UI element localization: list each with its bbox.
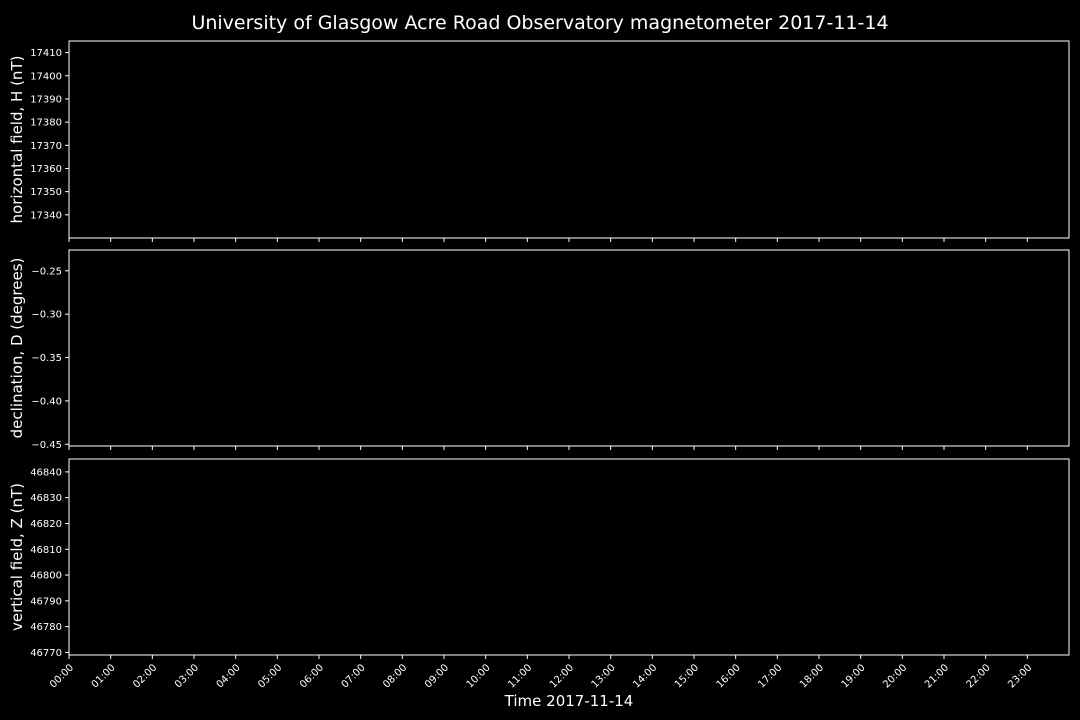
x-tick-label: 02:00	[131, 662, 159, 690]
y-tick-label: 17360	[30, 164, 62, 175]
x-tick-label: 16:00	[715, 662, 743, 690]
x-tick-label: 17:00	[756, 662, 784, 690]
x-tick-label: 15:00	[673, 662, 701, 690]
chart-title: University of Glasgow Acre Road Observat…	[191, 12, 888, 34]
x-tick-label: 03:00	[173, 662, 201, 690]
y-tick-label: 46790	[30, 596, 62, 607]
x-tick-label: 08:00	[381, 662, 409, 690]
y-tick-label: 46810	[30, 545, 62, 556]
panel-frame	[68, 40, 1070, 239]
y-tick-label: 17400	[30, 71, 62, 82]
x-tick-label: 11:00	[506, 662, 534, 690]
x-tick-label: 22:00	[965, 662, 993, 690]
panels-group: 17340 17350 17360 17370 17380 17390 17400 17410…	[8, 40, 1070, 659]
y-tick-label: −0.30	[31, 310, 62, 321]
y-tick-label: 17370	[30, 141, 62, 152]
x-axis-label: Time 2017-11-14	[504, 692, 634, 710]
panel-declination: −0.45 −0.40 −0.35 −0.30 −0.25 declination, D …	[8, 249, 1070, 451]
panel-frame	[68, 249, 1070, 447]
y-tick-label: 17390	[30, 94, 62, 105]
y-tick-label: 46830	[30, 493, 62, 504]
x-tick-label: 23:00	[1006, 662, 1034, 690]
x-tick-label: 19:00	[840, 662, 868, 690]
y-tick-label: 46800	[30, 571, 62, 582]
panel-horizontal: 17340 17350 17360 17370 17380 17390 17400 17410…	[8, 40, 1070, 242]
x-tick-label: 01:00	[90, 662, 118, 690]
y-tick-label: −0.35	[31, 353, 62, 364]
y-tick-label: −0.25	[31, 266, 62, 277]
y-tick-label: 17340	[30, 210, 62, 221]
y-tick-label: −0.45	[31, 440, 62, 451]
y-tick-label: 17350	[30, 187, 62, 198]
x-tick-label: 09:00	[423, 662, 451, 690]
x-tick-label: 00:00	[48, 662, 76, 690]
y-tick-label: −0.40	[31, 396, 62, 407]
x-tick-label: 13:00	[590, 662, 618, 690]
x-tick-label: 20:00	[881, 662, 909, 690]
y-tick-label: 17410	[30, 48, 62, 59]
x-tick-label: 06:00	[298, 662, 326, 690]
panel-vertical: 46770 46780 46790 46800 46810 46820 46830 46840…	[8, 458, 1070, 659]
x-tick-label: 12:00	[548, 662, 576, 690]
y-tick-label: 17380	[30, 118, 62, 129]
y-axis-label-vertical: vertical field, Z (nT)	[8, 483, 26, 631]
x-tick-label: 04:00	[215, 662, 243, 690]
y-tick-label: 46780	[30, 622, 62, 633]
y-axis-label-declination: declination, D (degrees)	[8, 258, 26, 439]
x-tick-label: 10:00	[465, 662, 493, 690]
y-tick-label: 46770	[30, 648, 62, 659]
x-tick-label: 14:00	[631, 662, 659, 690]
x-tick-label: 21:00	[923, 662, 951, 690]
x-tick-label: 07:00	[340, 662, 368, 690]
x-tick-label: 18:00	[798, 662, 826, 690]
x-tick-label: 05:00	[256, 662, 284, 690]
y-tick-label: 46840	[30, 467, 62, 478]
panel-frame	[68, 458, 1070, 656]
x-axis: 00:00 01:00 02:00 03:00 04:00 05:00 06:00 07:00…	[48, 662, 1034, 690]
y-axis-label-horizontal: horizontal field, H (nT)	[8, 56, 26, 224]
y-tick-label: 46820	[30, 519, 62, 530]
